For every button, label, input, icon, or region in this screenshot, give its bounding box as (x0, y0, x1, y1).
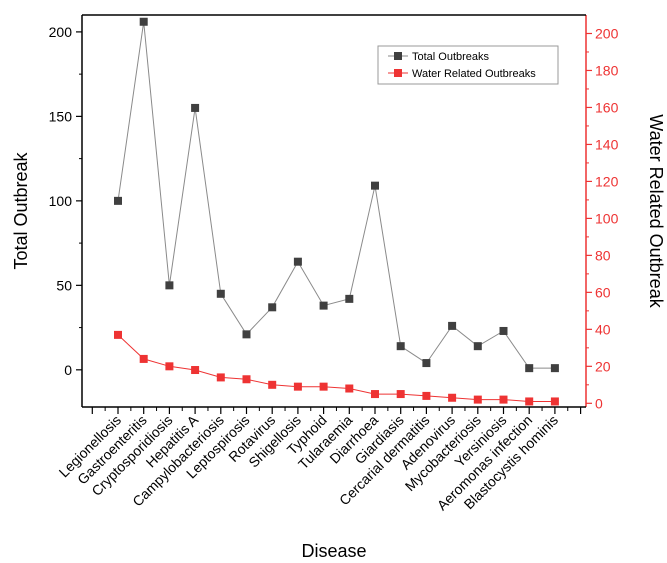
data-point (422, 359, 431, 368)
legend-marker (394, 52, 402, 60)
data-point (422, 391, 431, 400)
right-tick-label: 140 (595, 136, 619, 152)
data-point (165, 362, 174, 371)
left-tick-label: 150 (49, 108, 73, 124)
data-point (293, 382, 302, 391)
series-layer (114, 17, 559, 406)
data-point (293, 257, 302, 266)
left-tick-label: 0 (64, 362, 72, 378)
data-point (165, 281, 174, 290)
x-axis-title: Disease (301, 541, 366, 561)
data-point (242, 375, 251, 384)
data-point (448, 321, 457, 330)
right-tick-label: 200 (595, 25, 619, 41)
y-axis-right-title: Water Related Outbreak (646, 114, 666, 308)
legend: Total Outbreaks Water Related Outbreaks (377, 45, 559, 85)
data-point (242, 330, 251, 339)
legend-marker (394, 69, 402, 77)
right-tick-label: 180 (595, 62, 619, 78)
data-point (499, 395, 508, 404)
right-tick-label: 0 (595, 395, 603, 411)
right-tick-label: 80 (595, 247, 611, 263)
right-tick-label: 60 (595, 284, 611, 300)
data-point (191, 103, 200, 112)
left-tick-label: 200 (49, 24, 73, 40)
right-tick-label: 160 (595, 99, 619, 115)
data-point (268, 380, 277, 389)
data-point (345, 384, 354, 393)
legend-label: Water Related Outbreaks (412, 68, 536, 80)
data-point (345, 294, 354, 303)
right-tick-label: 40 (595, 321, 611, 337)
left-tick-label: 50 (56, 277, 72, 293)
data-point (499, 326, 508, 335)
data-point (550, 364, 559, 373)
data-point (191, 366, 200, 375)
data-point (371, 181, 379, 190)
data-point (268, 303, 277, 312)
data-point (473, 395, 482, 404)
legend-box (377, 45, 559, 85)
right-tick-label: 120 (595, 173, 619, 189)
series-line (117, 21, 555, 369)
data-point (448, 393, 457, 402)
legend-label: Total Outbreaks (412, 51, 490, 63)
data-point (525, 397, 534, 406)
right-y-axis: 0 20 40 60 80 100 120 140 160 180 200 (585, 15, 619, 411)
series-line (117, 334, 555, 402)
data-point (139, 17, 148, 26)
data-point (319, 382, 328, 391)
left-tick-label: 100 (49, 193, 73, 209)
data-point (139, 354, 148, 363)
data-point (396, 390, 405, 399)
data-point (319, 301, 328, 310)
data-point (114, 196, 122, 205)
data-point (216, 289, 225, 298)
y-axis-left-title: Total Outbreak (11, 151, 31, 269)
data-point (473, 342, 482, 351)
data-point (525, 364, 534, 373)
left-y-axis: 0 50 100 150 200 (49, 15, 83, 407)
data-point (550, 397, 559, 406)
data-point (371, 390, 379, 399)
data-point (396, 342, 405, 351)
right-tick-label: 100 (595, 210, 619, 226)
data-point (216, 373, 225, 382)
data-point (114, 330, 122, 339)
right-tick-label: 20 (595, 358, 611, 374)
